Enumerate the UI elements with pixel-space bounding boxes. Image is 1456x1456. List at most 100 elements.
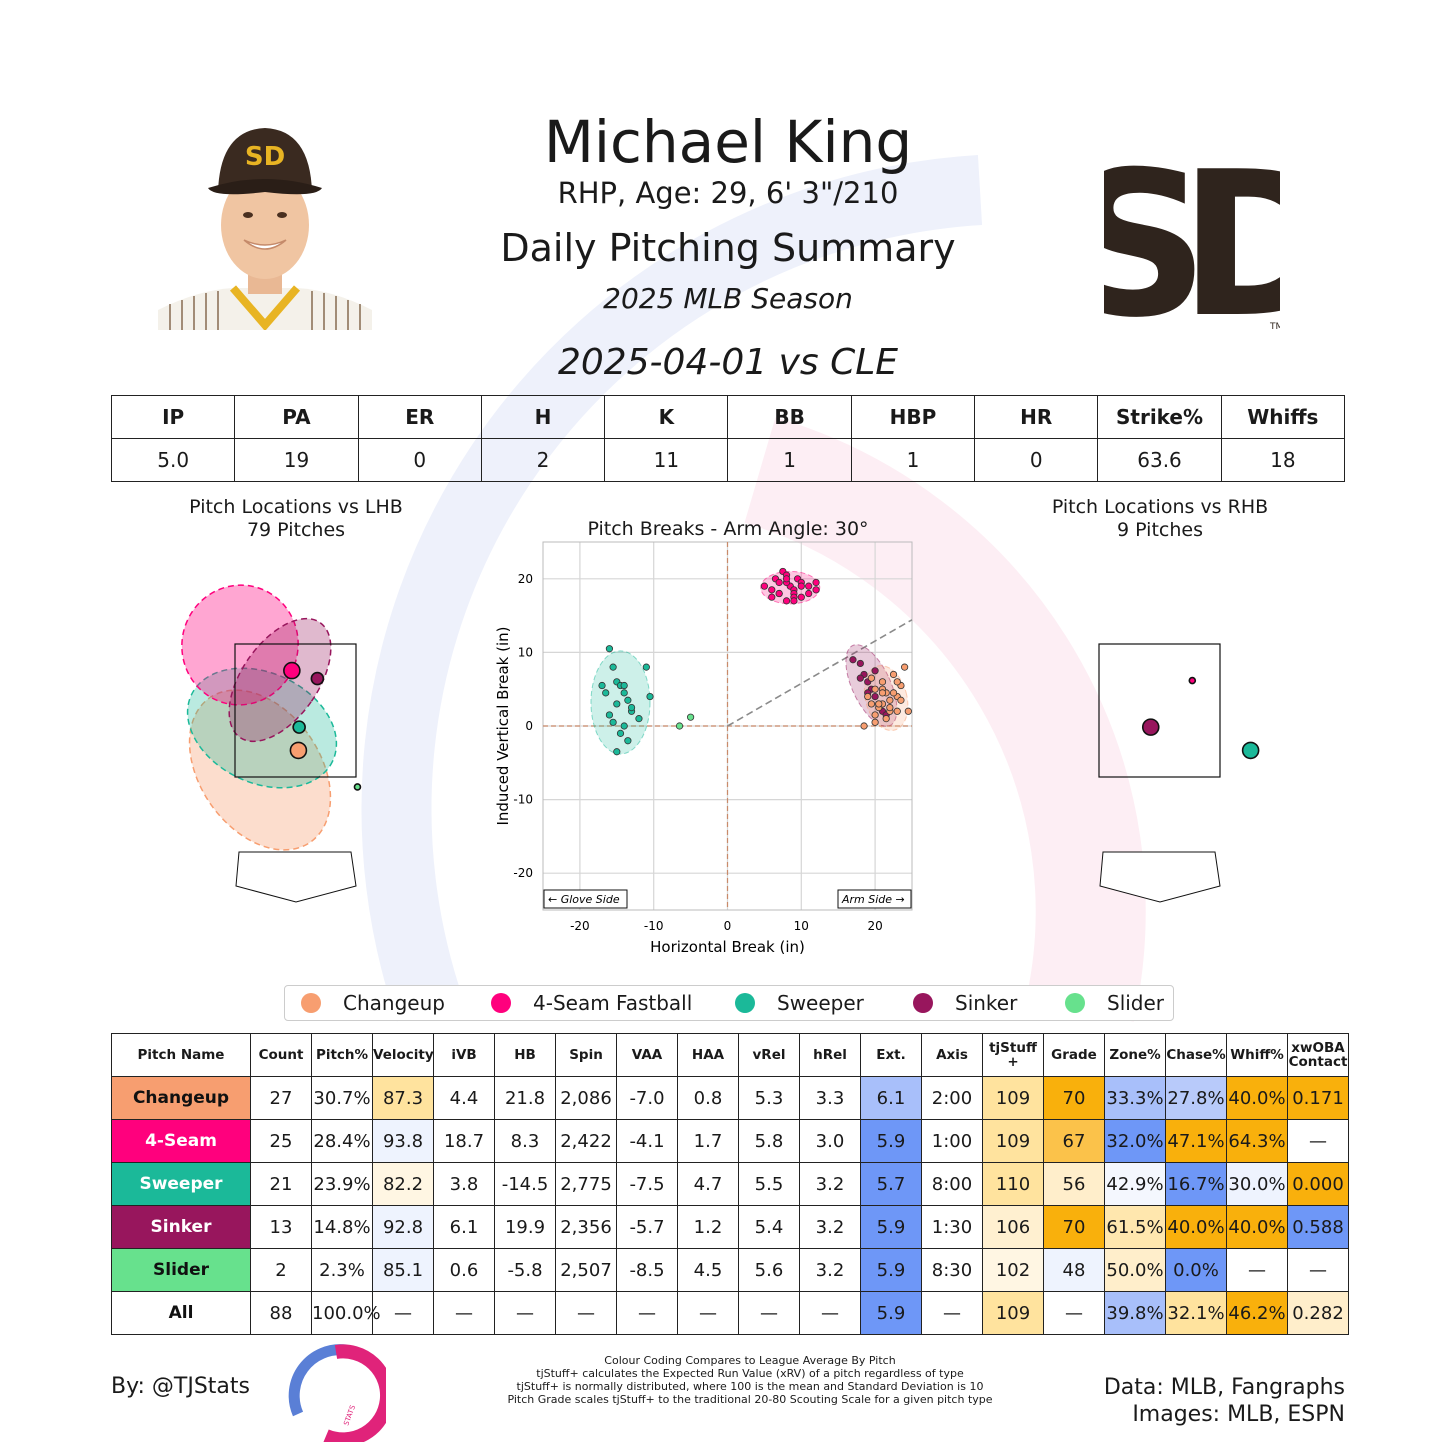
- glove-side-label: ← Glove Side: [548, 893, 620, 906]
- source-credits: Data: MLB, Fangraphs Images: MLB, ESPN: [1104, 1374, 1345, 1428]
- padres-logo: SD TM: [1104, 118, 1280, 334]
- cell-count: 88: [251, 1292, 312, 1335]
- cell-ext: 5.9: [861, 1120, 922, 1163]
- break-point-sweeper: [610, 664, 616, 670]
- break-point-sweeper: [603, 690, 609, 696]
- pitch-name-cell: All: [112, 1292, 251, 1335]
- col-header-ext: Ext.: [861, 1034, 922, 1077]
- cell-vrel: 5.3: [739, 1077, 800, 1120]
- cell-grade: 67: [1044, 1120, 1105, 1163]
- cell-chase: 32.1%: [1166, 1292, 1227, 1335]
- stat-header-ip: IP: [112, 396, 235, 439]
- location-point-sweeper: [1243, 742, 1259, 758]
- y-tick-label: 0: [525, 719, 533, 733]
- break-point-changeup: [868, 701, 874, 707]
- cell-spin: —: [556, 1292, 617, 1335]
- cell-ext: 5.9: [861, 1206, 922, 1249]
- legend-label: 4-Seam Fastball: [533, 991, 692, 1015]
- break-point-sweeper: [614, 749, 620, 755]
- table-row: All 88 100.0% — — — — — — — —5.9—109—39.8% 32.1% 46.…: [112, 1292, 1349, 1335]
- pitch-name-cell: 4-Seam: [112, 1120, 251, 1163]
- cell-chase: 47.1%: [1166, 1120, 1227, 1163]
- stat-value-whiffs: 18: [1221, 439, 1344, 482]
- note-line: Pitch Grade scales tjStuff+ to the tradi…: [450, 1393, 1050, 1406]
- pitch-name-cell: Sweeper: [112, 1163, 251, 1206]
- legend-item-sweeper: Sweeper: [735, 986, 864, 1020]
- cell-whiff: 40.0%: [1227, 1077, 1288, 1120]
- cell-ext: 5.9: [861, 1292, 922, 1335]
- stat-header-h: H: [481, 396, 604, 439]
- col-header-zone: Zone%: [1105, 1034, 1166, 1077]
- cell-hrel: 3.3: [800, 1077, 861, 1120]
- location-point-sinker: [311, 673, 323, 685]
- col-header-xwoba-contact: xwOBA Contact: [1288, 1034, 1349, 1077]
- cell-zone: 32.0%: [1105, 1120, 1166, 1163]
- cell-zone: 39.8%: [1105, 1292, 1166, 1335]
- location-point-4-seam-fastball: [284, 663, 300, 679]
- break-point-4-seam-fastball: [769, 594, 775, 600]
- data-source: Data: MLB, Fangraphs: [1104, 1374, 1345, 1401]
- cell-vaa: -7.5: [617, 1163, 678, 1206]
- player-bio: RHP, Age: 29, 6' 3"/210: [428, 176, 1028, 210]
- col-header-hrel: hRel: [800, 1034, 861, 1077]
- cell-velocity: 87.3: [373, 1077, 434, 1120]
- location-point-sweeper: [293, 721, 305, 733]
- cell-xwoba-contact: —: [1288, 1120, 1349, 1163]
- pitch-name-cell: Sinker: [112, 1206, 251, 1249]
- cell-grade: 70: [1044, 1077, 1105, 1120]
- break-point-4-seam-fastball: [761, 583, 767, 589]
- legend-item-4-seam-fastball: 4-Seam Fastball: [491, 986, 692, 1020]
- legend-label: Sweeper: [777, 991, 864, 1015]
- stat-header-k: K: [605, 396, 728, 439]
- pitch-name-cell: Changeup: [112, 1077, 251, 1120]
- legend-item-sinker: Sinker: [913, 986, 1017, 1020]
- break-point-slider: [676, 723, 682, 729]
- break-point-sinker: [850, 657, 856, 663]
- svg-text:SD: SD: [1104, 129, 1280, 334]
- break-point-4-seam-fastball: [783, 576, 789, 582]
- legend-label: Changeup: [343, 991, 445, 1015]
- cell-hrel: 3.2: [800, 1163, 861, 1206]
- cell-haa: 4.5: [678, 1249, 739, 1292]
- cell-whiff: 30.0%: [1227, 1163, 1288, 1206]
- cell-tjstuff: 109: [983, 1292, 1044, 1335]
- break-point-4-seam-fastball: [813, 587, 819, 593]
- break-point-sinker: [872, 693, 878, 699]
- legend-item-changeup: Changeup: [301, 986, 445, 1020]
- col-header-axis: Axis: [922, 1034, 983, 1077]
- col-header-ivb: iVB: [434, 1034, 495, 1077]
- table-row: 4-Seam 25 28.4% 93.8 18.7 8.3 2,422 -4.1 1.7 5.8 3…: [112, 1120, 1349, 1163]
- arm-side-label: Arm Side →: [841, 893, 905, 906]
- break-point-4-seam-fastball: [791, 598, 797, 604]
- stat-value-strike: 63.6: [1098, 439, 1221, 482]
- cell-velocity: 93.8: [373, 1120, 434, 1163]
- cell-pitch: 28.4%: [312, 1120, 373, 1163]
- col-header-count: Count: [251, 1034, 312, 1077]
- cell-xwoba-contact: —: [1288, 1249, 1349, 1292]
- stats-header-row: IP PA ER H K BB HBP HR Strike% Whiffs: [112, 396, 1345, 439]
- table-row: Sweeper 21 23.9% 82.2 3.8 -14.5 2,775 -7.5 4.7 5.…: [112, 1163, 1349, 1206]
- cell-spin: 2,356: [556, 1206, 617, 1249]
- stats-value-row: 5.0 19 0 2 11 1 1 0 63.6 18: [112, 439, 1345, 482]
- table-row: Sinker 13 14.8% 92.8 6.1 19.9 2,356 -5.7 1.2 5.4 3…: [112, 1206, 1349, 1249]
- stat-header-er: ER: [358, 396, 481, 439]
- cell-spin: 2,775: [556, 1163, 617, 1206]
- legend-label: Sinker: [955, 991, 1017, 1015]
- legend-swatch: [301, 993, 321, 1013]
- cell-axis: —: [922, 1292, 983, 1335]
- cell-hrel: —: [800, 1292, 861, 1335]
- break-point-changeup: [887, 697, 893, 703]
- cell-velocity: 85.1: [373, 1249, 434, 1292]
- cell-count: 25: [251, 1120, 312, 1163]
- game-label: 2025-04-01 vs CLE: [428, 342, 1028, 383]
- cell-chase: 16.7%: [1166, 1163, 1227, 1206]
- break-point-changeup: [872, 719, 878, 725]
- break-point-sweeper: [617, 730, 623, 736]
- cell-axis: 1:30: [922, 1206, 983, 1249]
- location-point-sinker: [1143, 719, 1159, 735]
- stat-value-hr: 0: [975, 439, 1098, 482]
- break-point-changeup: [861, 723, 867, 729]
- col-header-spin: Spin: [556, 1034, 617, 1077]
- cell-hb: -14.5: [495, 1163, 556, 1206]
- cell-count: 21: [251, 1163, 312, 1206]
